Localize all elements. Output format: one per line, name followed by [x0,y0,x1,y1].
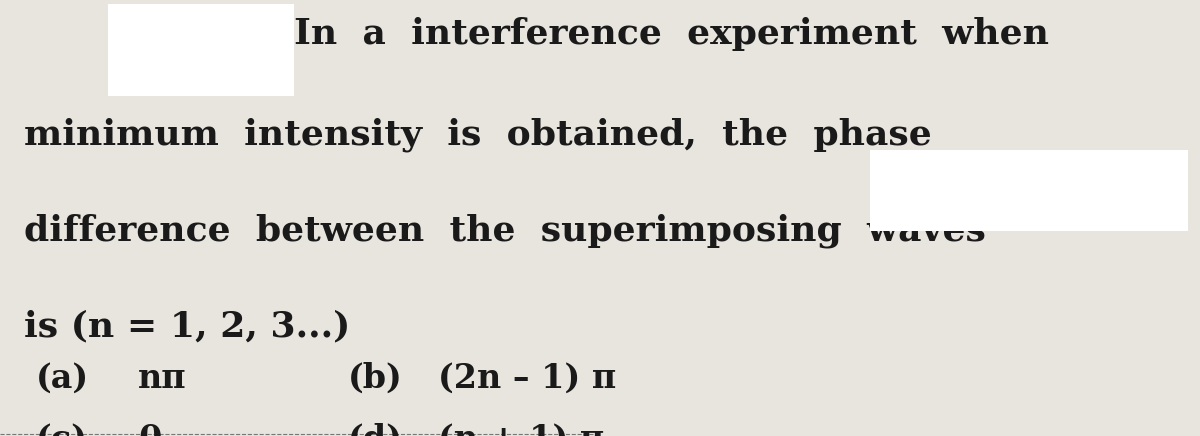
Text: (n + 1) π: (n + 1) π [438,423,605,436]
Text: (a): (a) [36,362,89,395]
Text: (c): (c) [36,423,88,436]
Text: is (n = 1, 2, 3...): is (n = 1, 2, 3...) [24,310,350,344]
Bar [870,150,1188,231]
Text: (d): (d) [348,423,403,436]
Bar [108,4,294,96]
Text: difference  between  the  superimposing  waves: difference between the superimposing wav… [24,214,986,248]
Text: (b): (b) [348,362,403,395]
Text: minimum  intensity  is  obtained,  the  phase: minimum intensity is obtained, the phase [24,118,931,152]
Text: nπ: nπ [138,362,187,395]
Text: (2n – 1) π: (2n – 1) π [438,362,617,395]
Text: 0: 0 [138,423,161,436]
Text: In  a  interference  experiment  when: In a interference experiment when [294,17,1049,51]
